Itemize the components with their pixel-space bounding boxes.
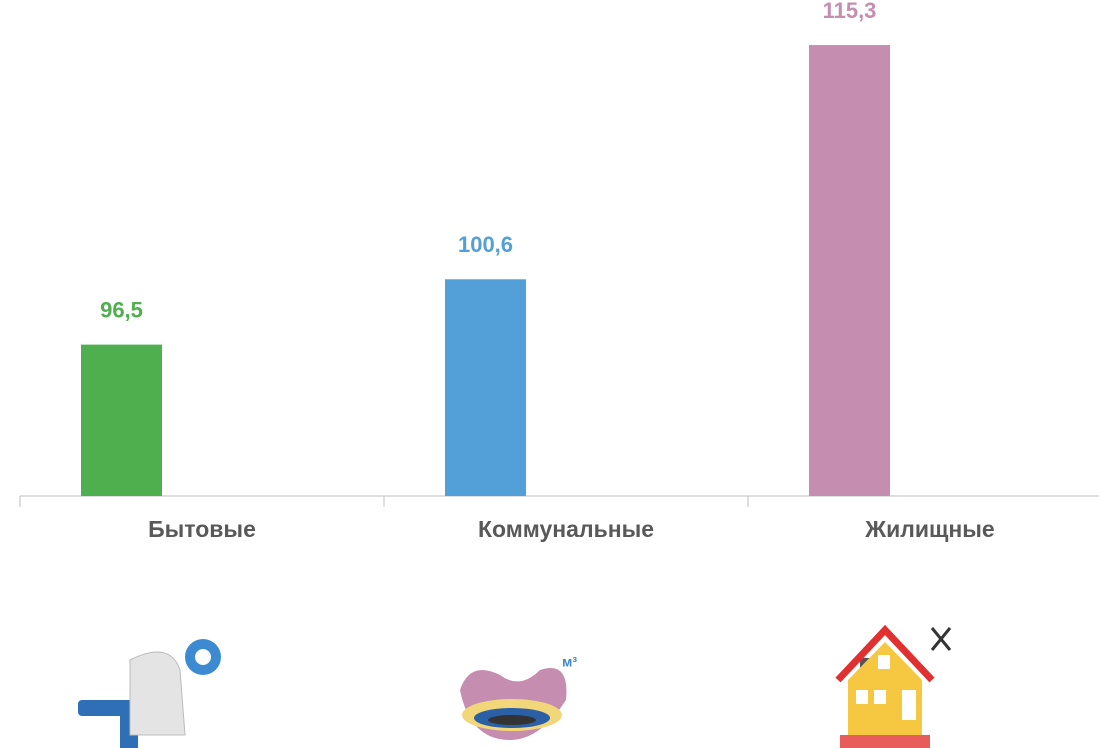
x-tick-label: Жилищные: [864, 516, 994, 542]
bar: [81, 345, 162, 496]
svg-text:м³: м³: [562, 654, 577, 670]
household-icon: [78, 639, 221, 748]
page: {"chart_data": {"type": "bar", "categori…: [0, 0, 1099, 748]
x-tick-label: Бытовые: [148, 516, 256, 542]
value-label: 100,6: [458, 232, 513, 257]
value-label: 96,5: [100, 297, 143, 322]
value-label: 115,3: [823, 0, 877, 23]
utility-icon: м³: [460, 654, 577, 740]
bar: [445, 279, 526, 496]
housing-icon: [838, 628, 950, 748]
chart: м³ Бытовые 96,5 Коммунальные 100,6 Жилищные 1…: [0, 0, 1099, 748]
bar: [809, 45, 890, 496]
x-tick-label: Коммунальные: [478, 516, 654, 542]
